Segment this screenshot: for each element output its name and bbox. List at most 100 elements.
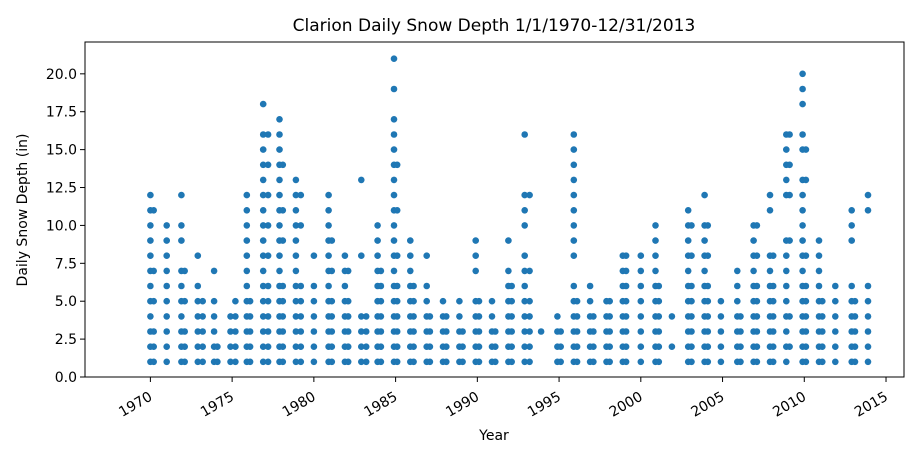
- data-point: [701, 267, 708, 275]
- data-point: [344, 313, 352, 320]
- data-point: [783, 328, 790, 335]
- data-point: [864, 328, 872, 335]
- data-point: [328, 297, 336, 305]
- data-point: [259, 297, 267, 305]
- data-point: [443, 328, 450, 335]
- data-point: [802, 282, 810, 290]
- data-point: [769, 313, 777, 320]
- data-point: [701, 191, 708, 199]
- data-point: [521, 297, 528, 305]
- data-point: [426, 328, 434, 335]
- data-point: [292, 358, 300, 366]
- data-point: [259, 237, 267, 244]
- data-point: [864, 358, 872, 366]
- data-point: [753, 328, 761, 335]
- data-point: [557, 358, 564, 366]
- data-point: [456, 313, 463, 320]
- data-point: [521, 207, 528, 214]
- data-point: [210, 328, 218, 335]
- data-point: [492, 358, 499, 366]
- data-point: [276, 222, 283, 229]
- data-point: [766, 191, 774, 199]
- data-point: [815, 252, 823, 259]
- data-point: [802, 343, 810, 351]
- data-point: [292, 207, 300, 214]
- data-point: [194, 252, 202, 259]
- data-point: [292, 191, 300, 199]
- data-point: [704, 358, 712, 366]
- data-point: [328, 343, 336, 351]
- data-point: [819, 328, 826, 335]
- data-point: [279, 328, 287, 335]
- data-point: [377, 358, 385, 366]
- data-point: [259, 146, 267, 153]
- data-point: [652, 252, 659, 259]
- data-point: [799, 70, 806, 78]
- data-point: [554, 313, 561, 320]
- data-point: [227, 313, 234, 320]
- data-point: [390, 267, 398, 275]
- data-point: [652, 267, 659, 275]
- data-point: [848, 207, 855, 214]
- data-point: [586, 297, 594, 305]
- data-point: [358, 343, 365, 351]
- data-point: [341, 252, 349, 259]
- data-point: [606, 343, 613, 351]
- data-point: [573, 343, 581, 351]
- data-point: [358, 176, 365, 184]
- data-point: [178, 282, 185, 290]
- data-point: [410, 297, 417, 305]
- data-point: [310, 328, 318, 335]
- data-point: [390, 222, 398, 229]
- data-point: [393, 343, 401, 351]
- data-point: [362, 328, 370, 335]
- data-point: [557, 343, 564, 351]
- y-tick-label: 12.5: [46, 181, 77, 197]
- data-point: [737, 313, 744, 320]
- data-point: [475, 297, 483, 305]
- data-point: [753, 313, 761, 320]
- data-point: [684, 207, 692, 214]
- data-point: [799, 237, 806, 244]
- data-point: [753, 297, 761, 305]
- data-point: [147, 313, 154, 320]
- data-point: [362, 343, 370, 351]
- data-point: [407, 237, 414, 244]
- data-point: [799, 267, 806, 275]
- data-point: [362, 358, 370, 366]
- data-point: [279, 358, 287, 366]
- data-point: [232, 358, 239, 366]
- data-point: [393, 328, 401, 335]
- data-point: [276, 176, 283, 184]
- data-point: [717, 343, 725, 351]
- data-point: [443, 313, 450, 320]
- data-point: [163, 252, 170, 259]
- data-point: [606, 358, 613, 366]
- data-point: [475, 343, 483, 351]
- data-point: [622, 297, 630, 305]
- data-point: [606, 328, 613, 335]
- data-point: [410, 313, 417, 320]
- data-point: [393, 358, 401, 366]
- data-point: [526, 343, 533, 351]
- data-point: [279, 237, 287, 244]
- data-point: [325, 222, 332, 229]
- data-point: [181, 358, 188, 366]
- data-point: [328, 237, 336, 244]
- data-point: [292, 328, 300, 335]
- data-point: [325, 207, 332, 214]
- data-point: [717, 313, 725, 320]
- data-point: [264, 328, 272, 335]
- data-point: [147, 191, 154, 199]
- data-point: [227, 358, 234, 366]
- data-point: [407, 252, 414, 259]
- data-point: [259, 313, 267, 320]
- data-point: [652, 237, 659, 244]
- y-tick-label: 10.0: [46, 218, 77, 234]
- data-point: [246, 358, 254, 366]
- data-point: [704, 252, 712, 259]
- data-point: [819, 313, 826, 320]
- data-point: [799, 207, 806, 214]
- data-point: [246, 343, 254, 351]
- data-point: [344, 297, 352, 305]
